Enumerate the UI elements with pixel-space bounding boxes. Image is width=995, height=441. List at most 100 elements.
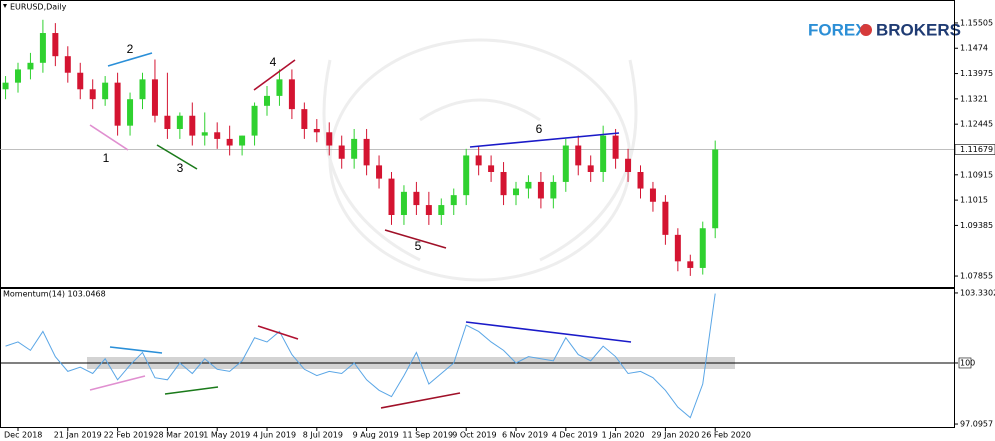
candle-body (712, 149, 719, 229)
indicator-title: Momentum(14) 103.0468 (3, 290, 106, 299)
trendline (469, 132, 620, 148)
candle-body (127, 99, 134, 126)
candle-body (52, 33, 59, 57)
annotation: 3 (177, 161, 184, 175)
candle-body (500, 171, 507, 196)
candle-body (326, 132, 333, 146)
x-tick-label: 9 Oct 2019 (452, 431, 496, 440)
y-tick-label: 1.12445 (960, 120, 993, 129)
candle-body (450, 195, 457, 206)
candle-body (77, 72, 84, 90)
y-tick-label: 100 (960, 358, 975, 367)
current-price-label: 1.11679 (960, 145, 993, 154)
candle-body (2, 82, 9, 90)
x-tick-label: 8 Jul 2019 (303, 431, 343, 440)
candle-body (575, 145, 582, 166)
x-tick-label: 9 Aug 2019 (353, 431, 399, 440)
candle-body (376, 165, 383, 179)
y-tick-label: 1.07855 (960, 272, 993, 281)
candle-body (15, 69, 21, 83)
trendline (156, 144, 198, 170)
y-tick-label: 1.15505 (960, 18, 993, 27)
candle-body (649, 188, 656, 202)
candle-body (264, 95, 270, 106)
candle-body (301, 109, 308, 129)
candle-body (288, 79, 295, 110)
candle-body (699, 228, 706, 268)
candle-body (89, 89, 96, 100)
candle-body (625, 158, 632, 172)
trendline (89, 375, 146, 391)
candle-body (550, 181, 557, 199)
candle-body (388, 178, 395, 216)
candle-body (612, 135, 619, 159)
candle-body (139, 79, 146, 100)
candle-body (363, 138, 370, 166)
annotation: 6 (536, 122, 543, 136)
candle-body (662, 201, 669, 235)
candle-body (176, 115, 183, 129)
current-price-box (954, 144, 995, 155)
candle-body (276, 79, 283, 96)
candle-body (64, 56, 71, 73)
logo-right: BROKERS (876, 20, 961, 39)
y-tick-label: 1.1321 (960, 94, 988, 103)
y-tick-label: 1.1015 (960, 196, 988, 205)
price-frame (0, 0, 955, 288)
logo-left: FOREX (808, 20, 867, 39)
x-tick-label: Dec 2018 (4, 431, 42, 440)
candle-body (463, 155, 470, 196)
annotation: 4 (270, 55, 277, 69)
candle-body (151, 79, 158, 116)
x-tick-label: 28 Mar 2019 (153, 431, 204, 440)
candle-body (338, 145, 345, 159)
candle-body (562, 145, 569, 182)
trendline (107, 52, 153, 67)
x-tick-label: 1 May 2019 (203, 431, 250, 440)
candle-body (488, 165, 495, 172)
candle-body (313, 128, 320, 133)
x-tick-label: 29 Jan 2020 (651, 431, 699, 440)
candle-body (189, 115, 196, 136)
trendline (164, 386, 219, 395)
candle-body (39, 33, 46, 63)
candle-body (400, 191, 407, 216)
trendline (257, 325, 299, 340)
candle-body (438, 205, 445, 216)
momentum-line (5, 293, 716, 419)
x-tick-label: 11 Sep 2019 (402, 431, 453, 440)
trendline (89, 124, 129, 151)
x-tick-label: 1 Jan 2020 (602, 431, 645, 440)
candle-body (513, 188, 519, 196)
trendline (109, 346, 163, 354)
candle-body (537, 181, 544, 199)
annotation: 5 (415, 239, 422, 253)
candle-body (239, 135, 246, 146)
y-tick-label: 97.0957 (960, 420, 993, 429)
candle-body (201, 132, 208, 136)
trendline (380, 392, 461, 409)
candle-body (587, 165, 594, 172)
candle-body (525, 181, 532, 189)
candle-body (27, 62, 34, 70)
candle-body (425, 205, 432, 216)
candle-body (226, 138, 233, 146)
candle-body (637, 171, 644, 189)
candle-body (351, 138, 358, 159)
trendline (384, 229, 447, 249)
y-tick-label: 1.13975 (960, 69, 993, 78)
x-tick-label: 4 Jun 2019 (253, 431, 296, 440)
candle-body (413, 191, 420, 206)
x-tick-label: 4 Dec 2019 (552, 431, 598, 440)
annotation: 2 (127, 42, 134, 56)
trendlines (89, 52, 632, 409)
title-icon (3, 4, 7, 8)
annotation: 1 (103, 151, 110, 165)
y-tick-label: 1.1474 (960, 44, 988, 53)
candle-body (102, 82, 109, 100)
candle-body (674, 234, 681, 262)
x-tick-label: 22 Feb 2019 (104, 431, 154, 440)
x-tick-label: 21 Jan 2019 (54, 431, 102, 440)
